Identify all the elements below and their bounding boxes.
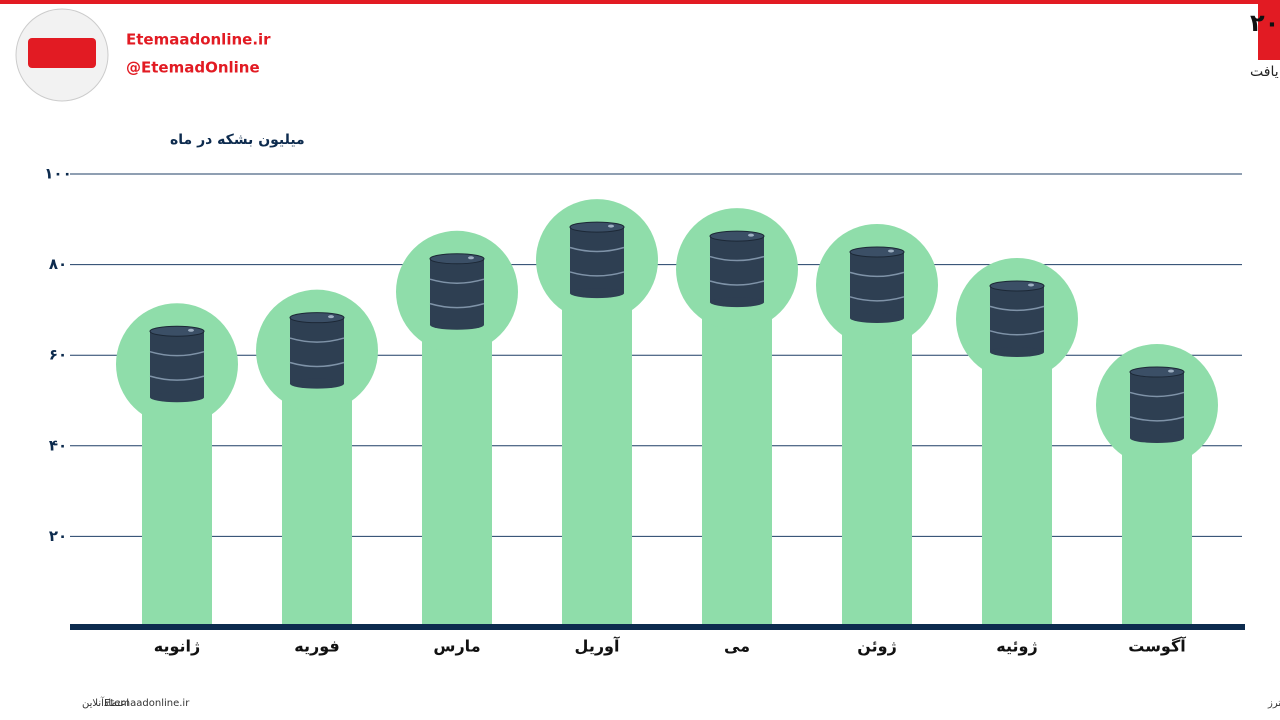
barrel-rib [289,337,345,343]
barrel-top [429,253,485,265]
barrel-icon [709,230,765,308]
barrel-top [849,246,905,258]
x-tick-label: ژوئیه [996,637,1037,656]
barrel-rib [569,246,625,253]
chart-title: صادرات نفت ایران در هشت ماهه سال ۲۰۱۸ [1250,9,1280,37]
barrel-bottom [850,312,904,323]
barrel-cap [1028,283,1034,287]
barrel-rib [989,330,1045,336]
barrel-cap [188,328,194,332]
barrel-icon [1129,366,1185,444]
x-tick-label: فوریه [294,637,339,656]
chart-subtitle: بعد از خروج آمریکا از برجام، فروش و صادر… [1250,63,1280,80]
barrel-top [709,230,765,242]
y-tick-label: ۱۰۰ [44,165,71,183]
barrel-icon [849,246,905,323]
barrel-rib [849,271,905,278]
barrel-rib [429,302,485,309]
y-axis-label: میلیون بشکه در ماه [170,132,305,148]
barrel-cap [888,249,894,253]
barrel-rib [709,280,765,286]
barrel-rib [989,305,1045,312]
barrel-bottom [990,346,1044,357]
barrel-icon [289,312,345,389]
barrel-rib [709,255,765,262]
barrel-rib [149,375,205,381]
barrel-bottom [710,297,764,308]
barrel-bottom [150,392,204,403]
barrel-cap [328,315,334,319]
footer-brand: اعتمادآنلاین [82,696,129,709]
barrel-top [289,312,345,324]
logo-mark [28,38,96,68]
barrel-bottom [570,288,624,299]
x-tick-label: آوریل [575,636,620,656]
barrel-top [149,325,205,337]
barrel-body [710,236,764,303]
barrel-bottom [290,378,344,389]
y-tick-label: ۶۰ [49,346,67,364]
y-tick-label: ۴۰ [49,436,67,454]
barrel-top [989,280,1045,292]
y-tick-label: ۲۰ [49,527,67,545]
barrel-cap [468,256,474,260]
x-tick-label: مارس [433,637,480,656]
x-tick-label: می [724,637,750,656]
barrel-body [990,285,1044,352]
barrel-icon [569,221,625,299]
barrel-rib [429,278,485,284]
top-bar [0,0,1280,4]
barrel-rib [849,296,905,302]
barrel-cap [748,233,754,237]
barrel-body [570,227,624,294]
barrel-icon [989,280,1045,357]
barrel-rib [1129,416,1185,422]
barrel-cap [1168,369,1174,373]
barrel-icon [149,325,205,403]
barrel-body [150,331,204,398]
corner-mark [1258,0,1280,60]
barrel-bottom [430,319,484,330]
x-tick-label: آگوست [1128,636,1186,656]
barrel-rib [289,361,345,368]
footer-source: منبع داده: رویترز [1267,698,1280,709]
barrel-body [1130,372,1184,439]
bar [562,260,632,627]
barrel-bottom [1130,433,1184,444]
barrel-body [290,317,344,384]
footer-site: Etemaadonline.ir [104,698,190,709]
x-tick-label: ژانویه [154,637,200,656]
y-tick-label: ۸۰ [49,255,67,273]
barrel-body [850,251,904,318]
barrel-body [430,258,484,325]
site-name: Etemaadonline.ir [126,31,271,49]
barrel-icon [429,253,485,330]
logo [15,8,109,102]
barrel-top [1129,366,1185,378]
barrel-rib [1129,391,1185,398]
barrel-top [569,221,625,233]
barrel-rib [149,350,205,357]
barrel-cap [608,224,614,228]
site-handle: @EtemadOnline [126,59,260,77]
barrel-rib [569,271,625,277]
x-tick-label: ژوئن [857,637,897,656]
